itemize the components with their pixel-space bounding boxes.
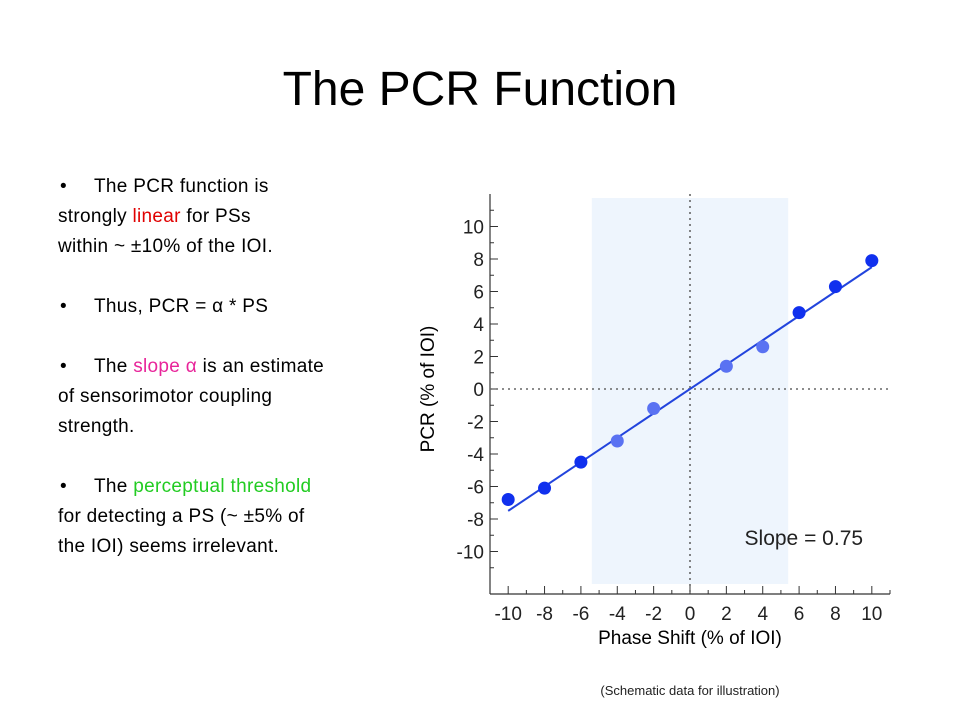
data-point — [538, 481, 552, 495]
spacer — [58, 262, 388, 292]
bullet-line: the IOI) seems irrelevant. — [58, 536, 280, 557]
spacer — [58, 442, 388, 472]
data-point — [865, 254, 879, 268]
data-point — [792, 306, 806, 320]
bullet-text: The PCR function is — [94, 176, 269, 197]
bullet-text: for PSs — [180, 206, 251, 227]
bullet-text: The — [94, 476, 134, 497]
slope-annotation: Slope = 0.75 — [745, 527, 864, 550]
y-tick-label: -4 — [467, 445, 484, 466]
y-tick-label: -6 — [467, 478, 484, 499]
x-tick-label: 4 — [757, 604, 768, 625]
x-tick-label: -10 — [494, 604, 521, 625]
x-tick-label: -4 — [609, 604, 626, 625]
data-point — [719, 359, 733, 373]
bullet-line: strongly linear for PSs — [58, 202, 388, 232]
data-point — [828, 280, 842, 294]
y-tick-label: -8 — [467, 510, 484, 531]
data-point — [610, 434, 624, 448]
data-point — [647, 402, 661, 415]
y-tick-label: 8 — [473, 250, 484, 271]
fit-line — [507, 266, 873, 512]
x-tick-label: 8 — [830, 604, 841, 625]
bullet-list: The PCR function is strongly linear for … — [58, 172, 388, 562]
spacer — [58, 322, 388, 352]
x-tick-label: 0 — [685, 604, 696, 625]
x-tick-label: -6 — [572, 604, 589, 625]
highlight-threshold: perceptual threshold — [133, 476, 312, 497]
bullet-threshold: The perceptual threshold — [58, 472, 388, 502]
x-tick-label: 10 — [861, 604, 882, 625]
x-tick-label: 6 — [794, 604, 805, 625]
y-tick-label: 4 — [473, 315, 484, 336]
y-tick-label: 0 — [473, 380, 484, 401]
y-tick-label: 10 — [463, 218, 484, 239]
slide-title: The PCR Function — [282, 63, 678, 116]
chart-axes — [489, 194, 891, 595]
y-tick-labels: 10 8 6 4 2 0 -2 -4 -6 -8 -10 — [457, 218, 485, 564]
bullet-line: for detecting a PS (~ ±5% of — [58, 506, 305, 527]
highlight-linear: linear — [132, 206, 181, 227]
data-point — [756, 340, 770, 354]
data-point — [574, 455, 588, 469]
y-tick-label: 2 — [473, 348, 484, 369]
y-tick-label: -10 — [457, 543, 484, 564]
data-points — [501, 254, 879, 506]
bullet-text: strongly — [58, 206, 133, 227]
bullet-text: is an estimate — [197, 356, 325, 377]
data-point — [501, 493, 515, 506]
bullet-slope: The slope α is an estimate — [58, 352, 388, 382]
x-tick-label: 2 — [721, 604, 732, 625]
x-tick-labels: -10 -8 -6 -4 -2 0 2 4 6 8 10 — [494, 604, 882, 625]
y-tick-label: -2 — [467, 413, 484, 434]
bullet-line: within ~ ±10% of the IOI. — [58, 236, 273, 257]
y-tick-label: 6 — [473, 283, 484, 304]
bullet-line: of sensorimotor coupling — [58, 386, 273, 407]
highlight-slope: slope α — [133, 356, 198, 377]
bullet-linear: The PCR function is — [58, 172, 388, 202]
bullet-text: The — [94, 356, 134, 377]
footnote: (Schematic data for illustration) — [600, 683, 780, 698]
y-axis-label: PCR (% of IOI) — [418, 326, 439, 453]
x-tick-label: -2 — [645, 604, 662, 625]
bullet-line: strength. — [58, 416, 135, 437]
pcr-chart: -10 -8 -6 -4 -2 0 2 4 6 8 10 10 8 6 4 2 0 -2 -4 -6 -8 -10 Ph… — [418, 194, 891, 649]
x-tick-label: -8 — [536, 604, 553, 625]
x-axis-label: Phase Shift (% of IOI) — [598, 628, 782, 649]
bullet-formula: Thus, PCR = α * PS — [58, 292, 388, 322]
